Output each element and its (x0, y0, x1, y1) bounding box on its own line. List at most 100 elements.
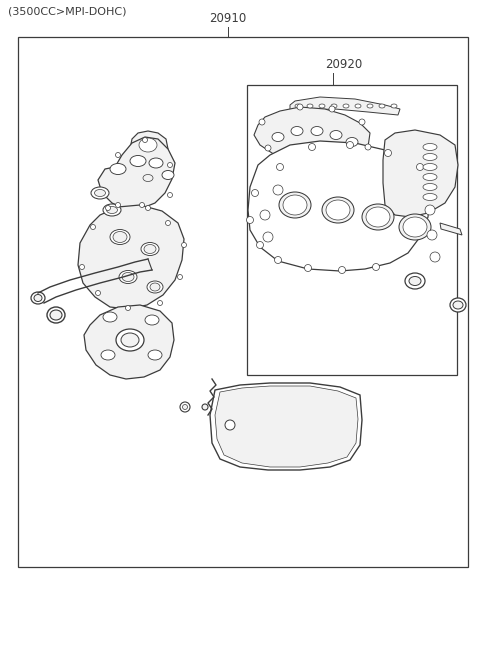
Ellipse shape (150, 283, 160, 291)
Circle shape (168, 162, 172, 168)
Circle shape (359, 119, 365, 125)
Ellipse shape (113, 231, 127, 242)
Circle shape (80, 265, 84, 269)
Polygon shape (134, 170, 162, 185)
Ellipse shape (34, 295, 42, 301)
Circle shape (297, 104, 303, 110)
Circle shape (181, 242, 187, 248)
Polygon shape (130, 131, 168, 167)
Ellipse shape (162, 170, 174, 179)
Ellipse shape (403, 217, 427, 237)
Polygon shape (98, 137, 175, 209)
Ellipse shape (423, 183, 437, 191)
Ellipse shape (101, 350, 115, 360)
Circle shape (425, 205, 435, 215)
Ellipse shape (311, 126, 323, 136)
Circle shape (157, 301, 163, 305)
Ellipse shape (343, 104, 349, 108)
Polygon shape (383, 130, 458, 217)
Ellipse shape (409, 276, 421, 286)
Ellipse shape (405, 273, 425, 289)
Ellipse shape (139, 138, 157, 152)
Ellipse shape (453, 301, 463, 309)
Circle shape (166, 221, 170, 225)
Ellipse shape (148, 350, 162, 360)
Ellipse shape (319, 104, 325, 108)
Ellipse shape (130, 155, 146, 166)
Ellipse shape (147, 281, 163, 293)
Circle shape (338, 267, 346, 274)
Circle shape (260, 210, 270, 220)
Circle shape (180, 402, 190, 412)
Circle shape (182, 405, 188, 409)
Polygon shape (84, 305, 174, 379)
Circle shape (309, 143, 315, 151)
Circle shape (178, 274, 182, 280)
Ellipse shape (95, 189, 106, 196)
Circle shape (259, 119, 265, 125)
Ellipse shape (423, 174, 437, 181)
Circle shape (430, 252, 440, 262)
Ellipse shape (121, 333, 139, 347)
Circle shape (96, 291, 100, 295)
Text: (3500CC>MPI-DOHC): (3500CC>MPI-DOHC) (8, 7, 127, 17)
Circle shape (106, 206, 110, 210)
Ellipse shape (391, 104, 397, 108)
Ellipse shape (331, 104, 337, 108)
Circle shape (304, 265, 312, 272)
Polygon shape (290, 97, 400, 115)
Circle shape (116, 153, 120, 157)
Circle shape (145, 206, 151, 210)
Circle shape (273, 185, 283, 195)
Circle shape (116, 202, 120, 208)
Ellipse shape (295, 104, 301, 108)
Circle shape (202, 404, 208, 410)
Polygon shape (210, 383, 362, 470)
Ellipse shape (450, 298, 466, 312)
Ellipse shape (355, 104, 361, 108)
Ellipse shape (31, 292, 45, 304)
Circle shape (263, 232, 273, 242)
Polygon shape (254, 107, 370, 165)
Polygon shape (440, 223, 462, 235)
Ellipse shape (423, 164, 437, 170)
Ellipse shape (283, 195, 307, 215)
Polygon shape (215, 386, 358, 467)
Circle shape (143, 138, 147, 143)
Ellipse shape (379, 104, 385, 108)
Ellipse shape (330, 130, 342, 140)
Ellipse shape (367, 104, 373, 108)
Ellipse shape (149, 158, 163, 168)
Circle shape (252, 189, 259, 196)
Circle shape (91, 225, 96, 229)
Circle shape (329, 106, 335, 112)
Ellipse shape (50, 310, 62, 320)
Ellipse shape (110, 164, 126, 174)
Text: 20910: 20910 (209, 12, 247, 25)
Ellipse shape (322, 197, 354, 223)
Circle shape (372, 263, 380, 271)
Circle shape (225, 420, 235, 430)
Ellipse shape (107, 206, 118, 214)
Ellipse shape (110, 229, 130, 244)
Circle shape (276, 164, 284, 170)
Ellipse shape (144, 244, 156, 253)
Ellipse shape (362, 204, 394, 230)
Circle shape (347, 141, 353, 149)
Ellipse shape (423, 193, 437, 200)
Circle shape (140, 202, 144, 208)
Polygon shape (78, 205, 184, 309)
Ellipse shape (116, 329, 144, 351)
Text: 20920: 20920 (325, 58, 362, 71)
Ellipse shape (122, 272, 134, 282)
Ellipse shape (103, 204, 121, 216)
Ellipse shape (423, 143, 437, 151)
Circle shape (427, 230, 437, 240)
Circle shape (275, 257, 281, 263)
Circle shape (265, 145, 271, 151)
Ellipse shape (346, 138, 358, 147)
Polygon shape (248, 141, 430, 271)
Circle shape (417, 164, 423, 170)
Bar (18, 37, 468, 567)
Ellipse shape (119, 271, 137, 284)
